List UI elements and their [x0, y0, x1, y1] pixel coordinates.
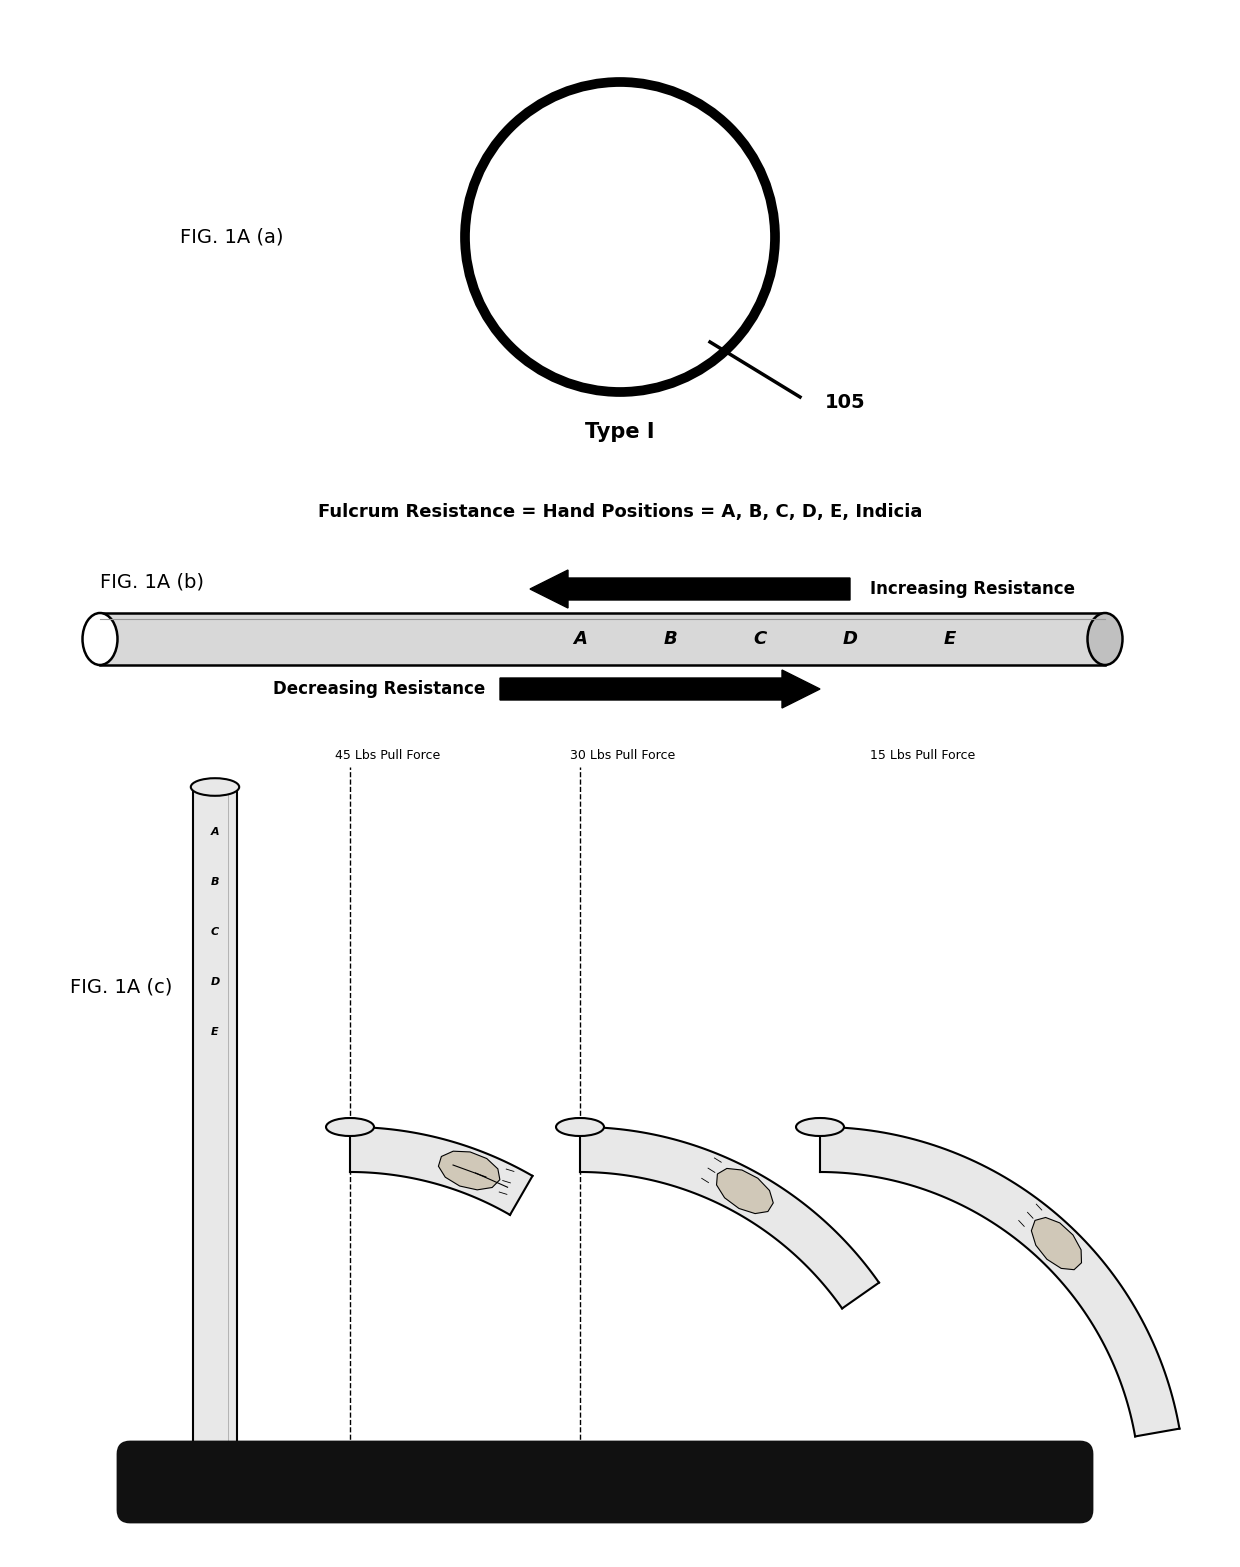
FancyBboxPatch shape [100, 613, 1105, 664]
Text: Decreasing Resistance: Decreasing Resistance [273, 680, 485, 697]
Ellipse shape [796, 1117, 844, 1136]
Text: C: C [754, 630, 766, 649]
Text: 105: 105 [825, 392, 866, 412]
Text: A: A [211, 827, 219, 837]
Ellipse shape [326, 1117, 374, 1136]
Ellipse shape [556, 1117, 604, 1136]
Text: FIG. 1A (b): FIG. 1A (b) [100, 572, 205, 591]
Text: FIG. 1A (a): FIG. 1A (a) [180, 227, 284, 246]
Text: 45 Lbs Pull Force: 45 Lbs Pull Force [335, 749, 440, 762]
Text: 30 Lbs Pull Force: 30 Lbs Pull Force [570, 749, 676, 762]
Polygon shape [350, 1127, 532, 1214]
FancyBboxPatch shape [118, 1442, 1092, 1522]
Text: E: E [944, 630, 956, 649]
Ellipse shape [191, 779, 239, 796]
FancyArrow shape [529, 570, 849, 608]
Ellipse shape [1087, 613, 1122, 664]
Text: B: B [663, 630, 677, 649]
FancyBboxPatch shape [193, 787, 237, 1454]
Text: Type I: Type I [585, 422, 655, 442]
Text: A: A [573, 630, 587, 649]
Text: B: B [211, 878, 219, 887]
Text: C: C [211, 928, 219, 937]
Polygon shape [820, 1127, 1179, 1437]
Text: Fulcrum Resistance = Hand Positions = A, B, C, D, E, Indicia: Fulcrum Resistance = Hand Positions = A,… [317, 503, 923, 520]
Polygon shape [1032, 1218, 1081, 1269]
Text: D: D [211, 976, 219, 987]
Text: FIG. 1A (c): FIG. 1A (c) [69, 978, 172, 997]
Text: E: E [211, 1026, 218, 1037]
Polygon shape [439, 1152, 500, 1189]
Polygon shape [717, 1169, 774, 1213]
Ellipse shape [83, 613, 118, 664]
Text: 15 Lbs Pull Force: 15 Lbs Pull Force [870, 749, 975, 762]
FancyArrow shape [500, 671, 820, 708]
Polygon shape [580, 1127, 879, 1308]
Text: Increasing Resistance: Increasing Resistance [870, 580, 1075, 599]
Text: D: D [842, 630, 858, 649]
